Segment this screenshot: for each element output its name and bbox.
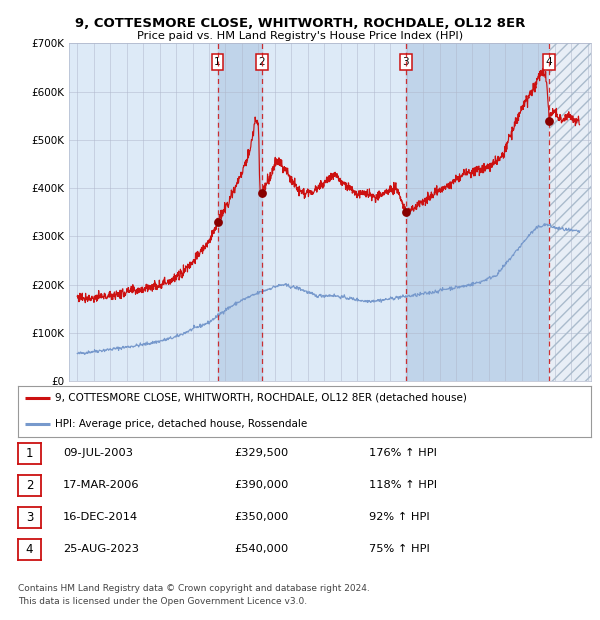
Point <box>401 207 411 218</box>
Text: 2: 2 <box>259 57 265 67</box>
Text: 75% ↑ HPI: 75% ↑ HPI <box>369 544 430 554</box>
Point <box>213 217 223 227</box>
Text: 9, COTTESMORE CLOSE, WHITWORTH, ROCHDALE, OL12 8ER (detached house): 9, COTTESMORE CLOSE, WHITWORTH, ROCHDALE… <box>55 393 467 403</box>
Text: 118% ↑ HPI: 118% ↑ HPI <box>369 480 437 490</box>
Bar <box>549 43 591 381</box>
Bar <box>549 43 591 381</box>
Text: 16-DEC-2014: 16-DEC-2014 <box>63 512 138 522</box>
Text: 4: 4 <box>545 57 553 67</box>
Text: 3: 3 <box>26 512 33 524</box>
Text: £350,000: £350,000 <box>234 512 289 522</box>
Text: 4: 4 <box>26 544 33 556</box>
Text: 176% ↑ HPI: 176% ↑ HPI <box>369 448 437 458</box>
Text: 09-JUL-2003: 09-JUL-2003 <box>63 448 133 458</box>
Text: 3: 3 <box>403 57 409 67</box>
Text: Contains HM Land Registry data © Crown copyright and database right 2024.
This d: Contains HM Land Registry data © Crown c… <box>18 584 370 606</box>
Bar <box>218 43 262 381</box>
Text: 1: 1 <box>26 447 33 459</box>
Text: 17-MAR-2006: 17-MAR-2006 <box>63 480 139 490</box>
Bar <box>406 43 549 381</box>
Text: £540,000: £540,000 <box>234 544 288 554</box>
Text: 2: 2 <box>26 479 33 492</box>
Text: 92% ↑ HPI: 92% ↑ HPI <box>369 512 430 522</box>
Text: £329,500: £329,500 <box>234 448 288 458</box>
Text: £390,000: £390,000 <box>234 480 289 490</box>
Text: 25-AUG-2023: 25-AUG-2023 <box>63 544 139 554</box>
Point <box>544 116 554 126</box>
Point <box>257 188 266 198</box>
Text: 1: 1 <box>214 57 221 67</box>
Text: 9, COTTESMORE CLOSE, WHITWORTH, ROCHDALE, OL12 8ER: 9, COTTESMORE CLOSE, WHITWORTH, ROCHDALE… <box>75 17 525 30</box>
Text: HPI: Average price, detached house, Rossendale: HPI: Average price, detached house, Ross… <box>55 419 307 430</box>
Text: Price paid vs. HM Land Registry's House Price Index (HPI): Price paid vs. HM Land Registry's House … <box>137 31 463 41</box>
